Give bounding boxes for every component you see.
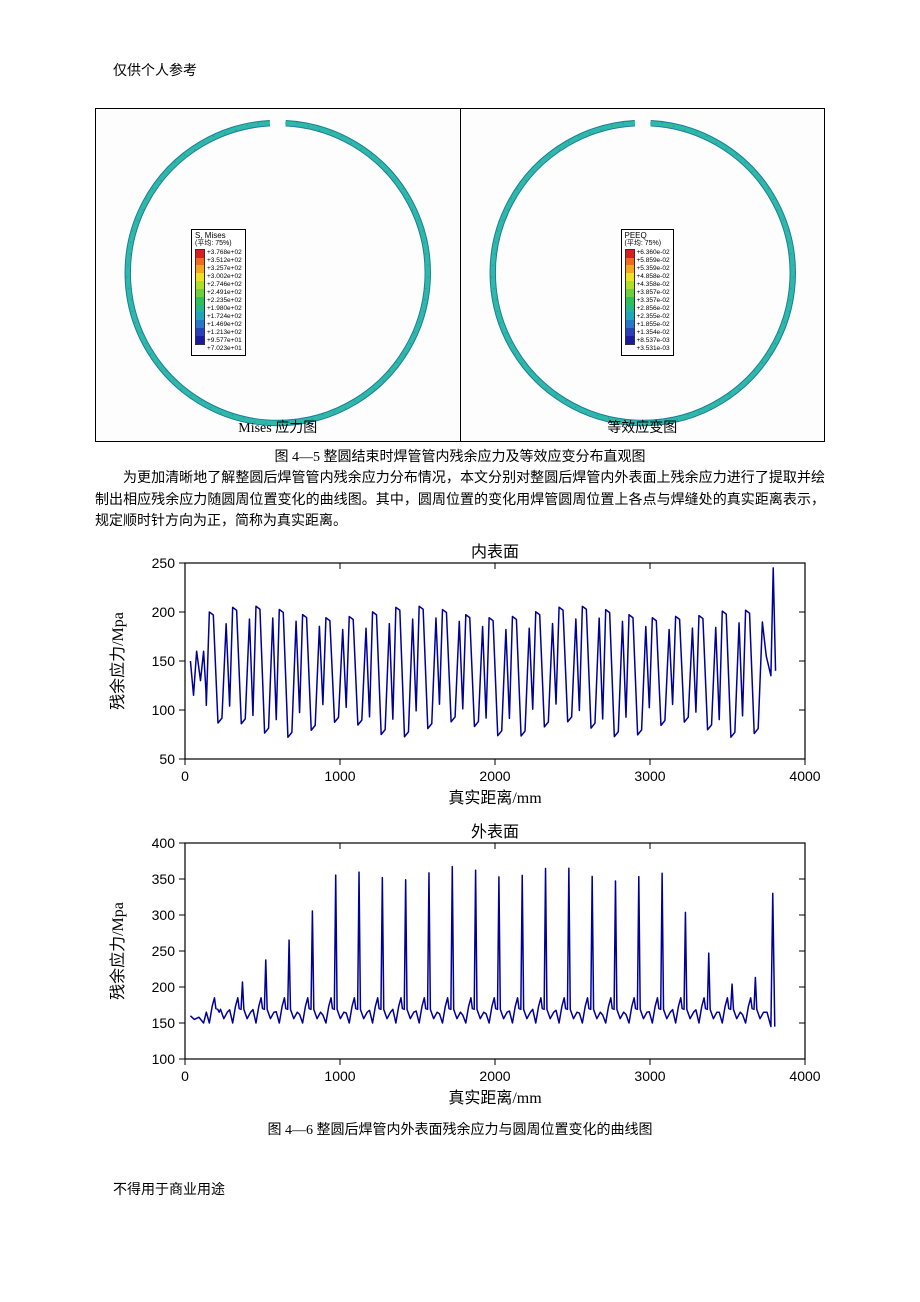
svg-text:4000: 4000 [789, 1068, 820, 1084]
svg-text:200: 200 [152, 979, 176, 995]
svg-text:50: 50 [159, 751, 175, 767]
svg-text:350: 350 [152, 871, 176, 887]
peeq-legend: PEEQ(平均: 75%)+6.360e-02+5.859e-02+5.359e… [621, 229, 674, 356]
footer-note: 不得用于商业用途 [113, 1179, 825, 1199]
svg-text:300: 300 [152, 907, 176, 923]
svg-text:0: 0 [181, 768, 189, 784]
svg-text:100: 100 [152, 702, 176, 718]
chart-inner-box: 0 1000 2000 3000 4000 50 100 150 200 250 真实距离/mm 残余… [95, 535, 825, 815]
svg-text:0: 0 [181, 1068, 189, 1084]
mises-ring-svg [96, 109, 460, 441]
fig45-caption: 图 4—5 整圆结束时焊管管内残余应力及等效应变分布直观图 [95, 446, 825, 466]
svg-text:4000: 4000 [789, 768, 820, 784]
fig45-left-label: Mises 应力图 [96, 417, 460, 437]
fig45-right-cell: PEEQ(平均: 75%)+6.360e-02+5.859e-02+5.359e… [461, 109, 825, 441]
svg-text:1000: 1000 [324, 768, 355, 784]
header-note: 仅供个人参考 [113, 60, 825, 80]
svg-text:真实距离/mm: 真实距离/mm [448, 1089, 542, 1107]
svg-text:250: 250 [152, 943, 176, 959]
paragraph-1: 为更加清晰地了解整圆后焊管管内残余应力分布情况，本文分别对整圆后焊管内外表面上残… [95, 468, 825, 533]
svg-text:150: 150 [152, 1015, 176, 1031]
svg-text:3000: 3000 [634, 768, 665, 784]
svg-text:2000: 2000 [479, 1068, 510, 1084]
svg-text:100: 100 [152, 1051, 176, 1067]
svg-text:250: 250 [152, 555, 176, 571]
svg-text:200: 200 [152, 604, 176, 620]
svg-text:残余应力/Mpa: 残余应力/Mpa [108, 612, 127, 710]
svg-text:内表面: 内表面 [471, 543, 519, 561]
figure-4-5: S, Mises(平均: 75%)+3.768e+02+3.512e+02+3.… [95, 108, 825, 442]
svg-text:2000: 2000 [479, 768, 510, 784]
svg-text:1000: 1000 [324, 1068, 355, 1084]
mises-legend: S, Mises(平均: 75%)+3.768e+02+3.512e+02+3.… [191, 229, 246, 356]
svg-text:外表面: 外表面 [471, 823, 519, 841]
svg-text:150: 150 [152, 653, 176, 669]
figure-4-6: 0100020003000400050100150200250真实距离/mm残余… [95, 535, 825, 1115]
chart-inner-svg: 0 1000 2000 3000 4000 50 100 150 200 250 真实距离/mm 残余… [95, 535, 825, 815]
svg-text:400: 400 [152, 835, 176, 851]
fig45-right-label: 等效应变图 [461, 417, 825, 437]
fig46-caption: 图 4—6 整圆后焊管内外表面残余应力与圆周位置变化的曲线图 [95, 1119, 825, 1139]
svg-text:真实距离/mm: 真实距离/mm [448, 789, 542, 807]
chart-outer-box: 0 1000 2000 3000 4000 100 150 200 250 300 350 400 真实… [95, 815, 825, 1115]
svg-text:3000: 3000 [634, 1068, 665, 1084]
fig45-left-cell: S, Mises(平均: 75%)+3.768e+02+3.512e+02+3.… [96, 109, 461, 441]
chart-outer-svg: 0 1000 2000 3000 4000 100 150 200 250 300 350 400 真实… [95, 815, 825, 1115]
svg-text:残余应力/Mpa: 残余应力/Mpa [108, 902, 127, 1000]
